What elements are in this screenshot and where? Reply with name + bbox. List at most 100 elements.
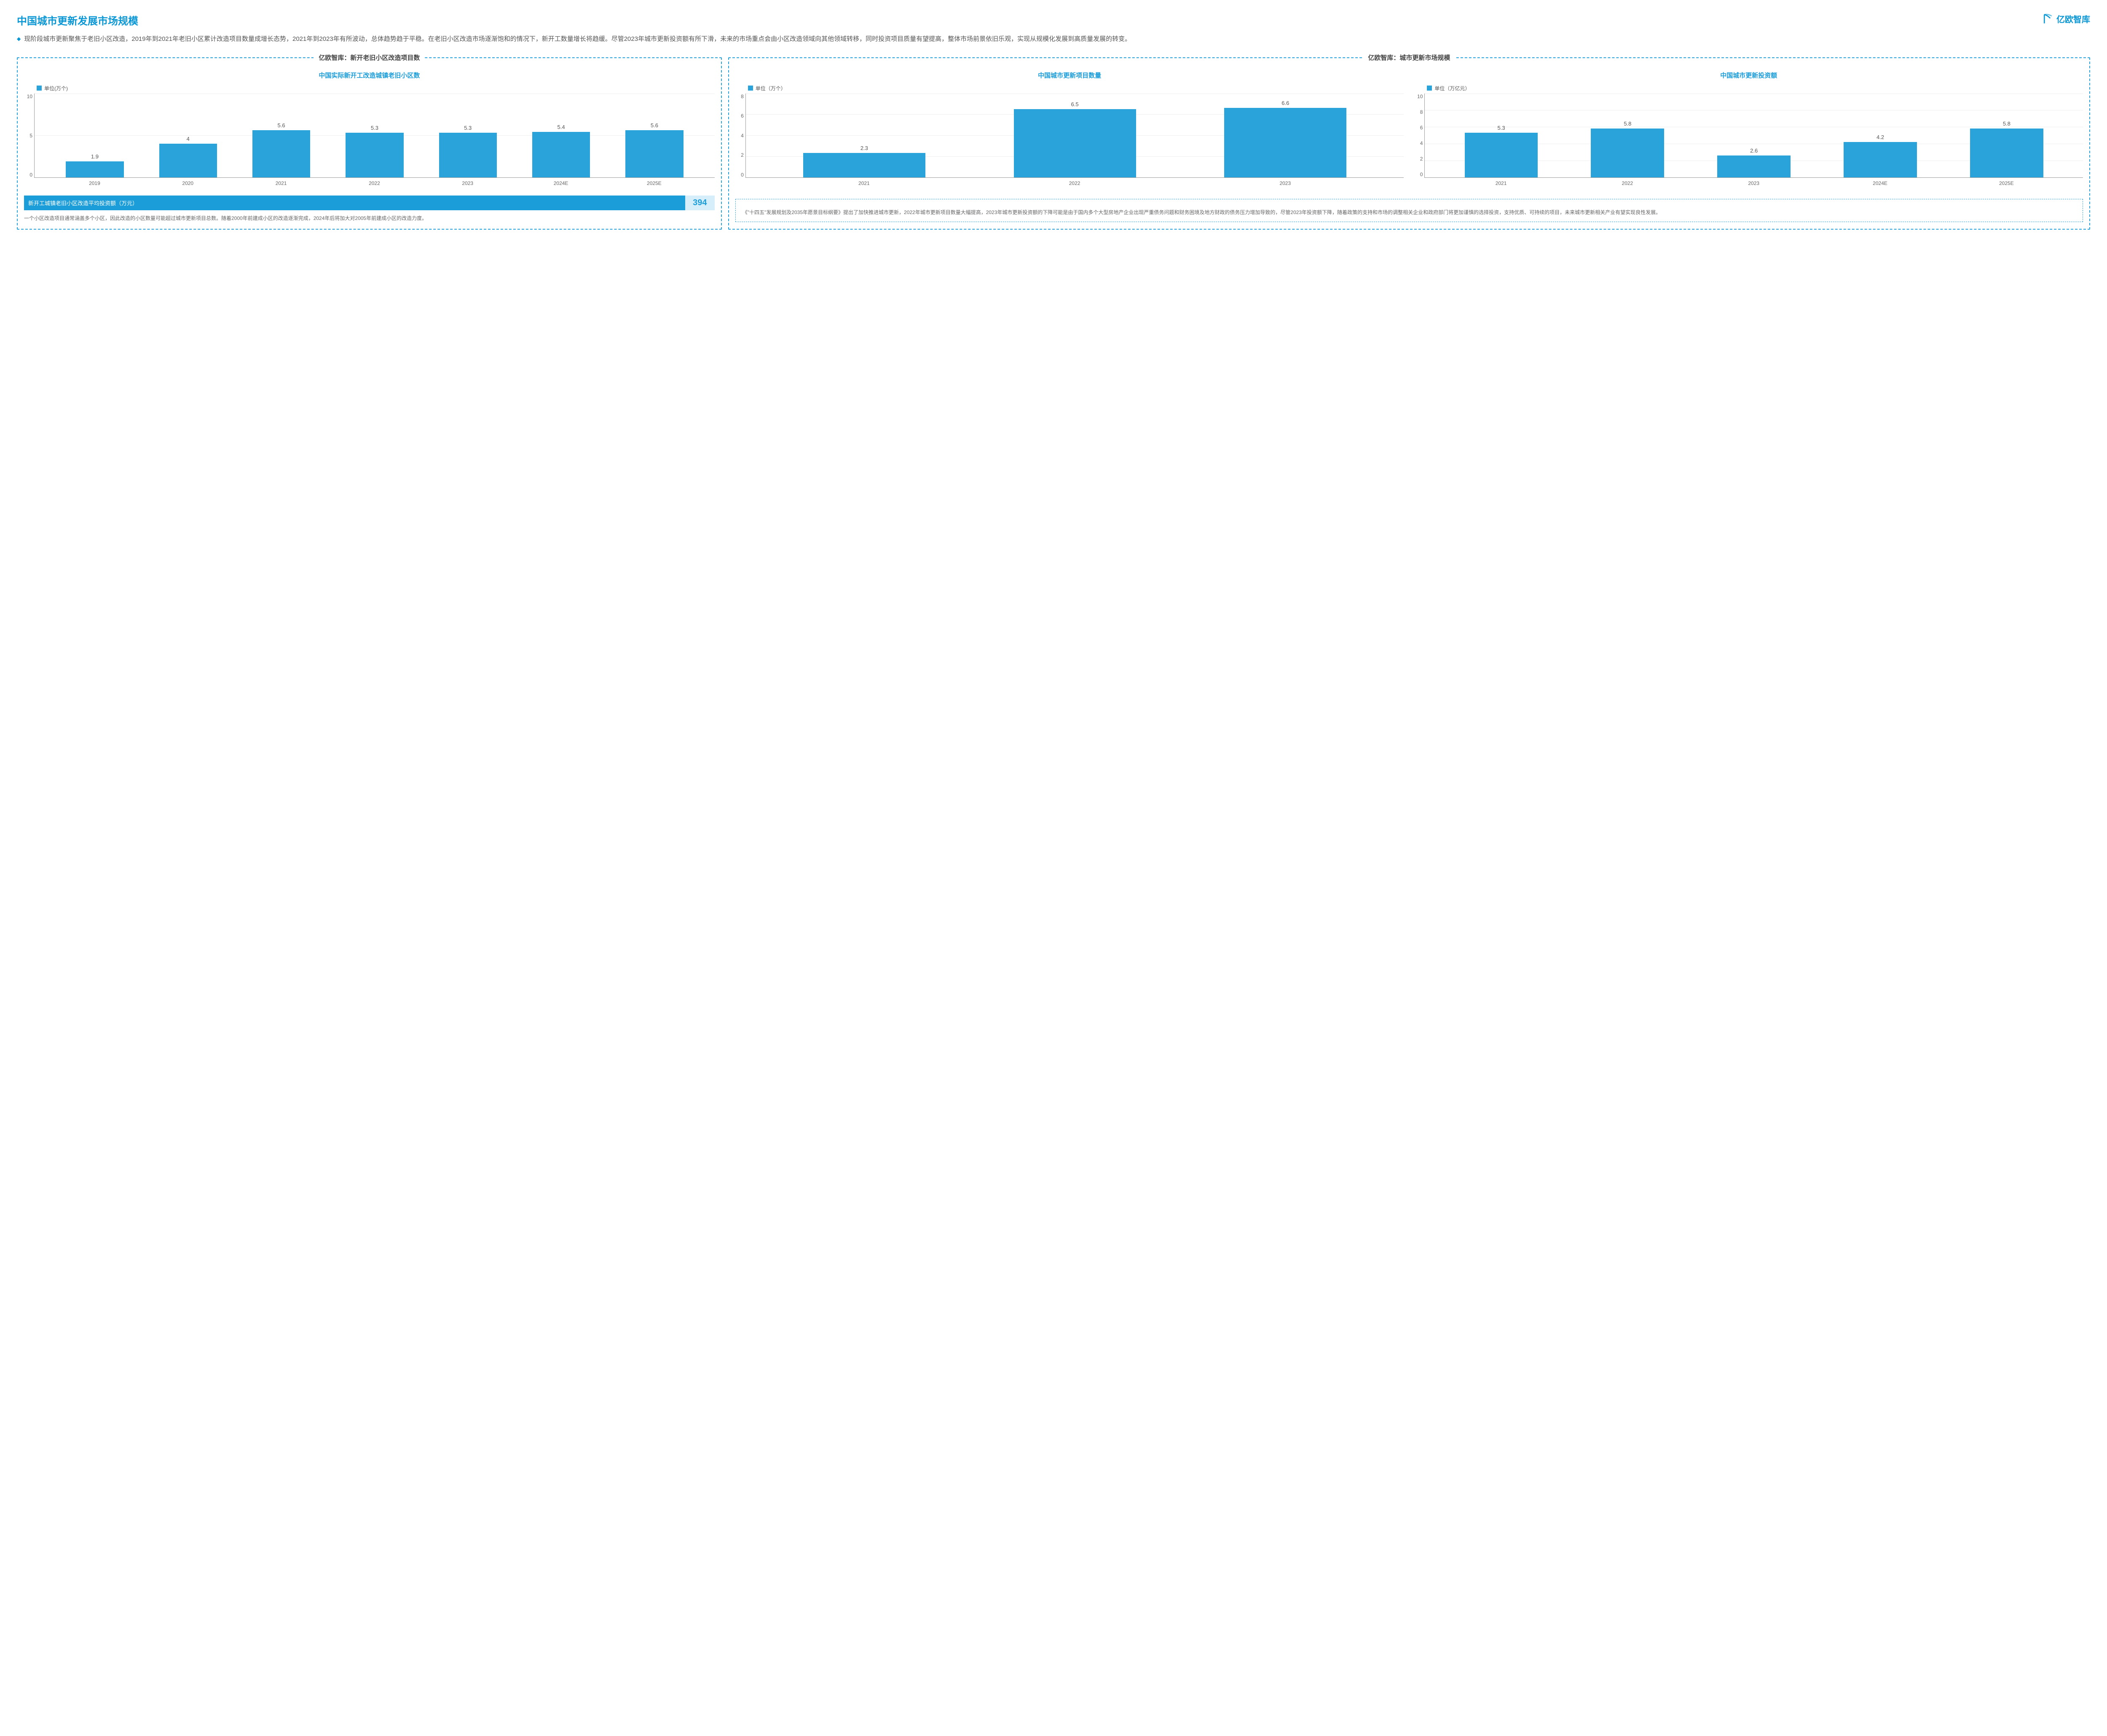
bar: 4: [142, 94, 235, 177]
y-tick: 10: [27, 94, 32, 99]
right-note: 《"十四五"发展规划及2035年愿景目标纲要》提出了加快推进城市更新，2022年…: [743, 209, 2076, 217]
bar-rect: [159, 144, 217, 177]
page-title: 中国城市更新发展市场规模: [17, 13, 138, 27]
y-tick: 4: [1420, 140, 1423, 146]
bar-rect: [252, 130, 310, 177]
bar-rect: [625, 130, 683, 177]
y-tick: 4: [741, 133, 744, 139]
y-tick: 0: [1420, 171, 1423, 177]
chart-legend: 单位(万个): [37, 85, 715, 92]
bar: 5.3: [1438, 94, 1565, 177]
right-charts-row: 中国城市更新项目数量 单位（万个） 864202.36.56.620212022…: [735, 71, 2083, 190]
bar-value: 5.3: [464, 125, 472, 131]
chart-plot: 10864205.35.82.64.25.82021202220232024E2…: [1414, 94, 2083, 186]
bar-value: 6.6: [1281, 100, 1289, 106]
chart-legend: 单位（万亿元）: [1427, 85, 2083, 92]
x-tick: 2024E: [1817, 180, 1943, 186]
bar: 5.6: [608, 94, 701, 177]
bar: 4.2: [1817, 94, 1943, 177]
bar-value: 5.4: [558, 124, 565, 130]
chart-title: 中国城市更新项目数量: [735, 71, 1404, 80]
bar-rect: [532, 132, 590, 177]
y-tick: 5: [29, 133, 32, 139]
intro-block: ◆ 现阶段城市更新聚焦于老旧小区改造，2019年到2021年老旧小区累计改造项目…: [17, 34, 2090, 45]
y-tick: 6: [741, 113, 744, 119]
bar-value: 4: [187, 136, 190, 142]
bar: 5.3: [421, 94, 515, 177]
right-panel: 亿欧智库：城市更新市场规模 中国城市更新项目数量 单位（万个） 864202.3…: [728, 57, 2090, 230]
x-tick: 2021: [1438, 180, 1564, 186]
intro-text: 现阶段城市更新聚焦于老旧小区改造，2019年到2021年老旧小区累计改造项目数量…: [24, 34, 1131, 45]
bar: 5.8: [1943, 94, 2070, 177]
bar-value: 5.6: [651, 122, 658, 129]
chart-projects: 中国城市更新项目数量 单位（万个） 8 6 4 2 0 2.3 6.5 6.6 20212022…: [735, 71, 1404, 186]
bar-rect: [1465, 133, 1538, 177]
legend-swatch: [37, 86, 42, 91]
right-note-box: 《"十四五"发展规划及2035年愿景目标纲要》提出了加快推进城市更新，2022年…: [735, 199, 2083, 222]
chart-communities: 中国实际新开工改造城镇老旧小区数 单位(万个) 10501.945.65.35.…: [24, 71, 715, 186]
stat-label: 新开工城镇老旧小区改造平均投资额（万元）: [24, 196, 685, 210]
chart-title: 中国城市更新投资额: [1414, 71, 2083, 80]
legend-text: 单位（万亿元）: [1434, 85, 1470, 92]
bar-value: 5.3: [1498, 125, 1505, 131]
chart-plot: 8 6 4 2 0 2.3 6.5 6.6 202120222023: [735, 94, 1404, 186]
bar-rect: [803, 153, 925, 177]
y-tick: 10: [1417, 94, 1423, 99]
logo-icon: [2042, 13, 2054, 25]
bar-rect: [1014, 109, 1136, 177]
brand-logo: 亿欧智库: [2042, 13, 2090, 25]
x-tick: 2019: [48, 180, 141, 186]
chart-title: 中国实际新开工改造城镇老旧小区数: [24, 71, 715, 80]
logo-text: 亿欧智库: [2056, 13, 2090, 25]
legend-swatch: [1427, 86, 1432, 91]
x-tick: 2023: [421, 180, 514, 186]
bar-rect: [346, 133, 403, 177]
bar: 2.6: [1691, 94, 1817, 177]
bar-rect: [439, 133, 497, 177]
y-tick: 0: [741, 172, 744, 178]
bar-rect: [1717, 155, 1791, 177]
header: 中国城市更新发展市场规模 亿欧智库: [17, 13, 2090, 27]
bar: 5.4: [515, 94, 608, 177]
y-tick: 2: [741, 152, 744, 158]
right-panel-label: 亿欧智库：城市更新市场规模: [1363, 53, 1455, 62]
x-tick: 2023: [1691, 180, 1817, 186]
chart-legend: 单位（万个）: [748, 85, 1404, 92]
bar: 1.9: [48, 94, 141, 177]
x-tick: 2022: [969, 180, 1180, 186]
bar-rect: [1970, 129, 2043, 177]
x-tick: 2022: [328, 180, 421, 186]
legend-swatch: [748, 86, 753, 91]
bar-value: 2.3: [860, 145, 868, 151]
bar-value: 5.8: [1624, 121, 1631, 127]
left-note: 一个小区改造项目通常涵盖多个小区，因此改造的小区数量可能超过城市更新项目总数。随…: [24, 214, 715, 222]
y-tick: 2: [1420, 156, 1423, 162]
bullet-icon: ◆: [17, 34, 21, 44]
x-tick: 2025E: [1943, 180, 2069, 186]
bar-value: 5.3: [371, 125, 378, 131]
y-tick: 8: [741, 94, 744, 99]
bar: 5.3: [328, 94, 421, 177]
bar-value: 6.5: [1071, 101, 1079, 107]
bar-rect: [1844, 142, 1917, 177]
bar: 2.3: [759, 94, 970, 177]
x-tick: 2023: [1180, 180, 1391, 186]
x-tick: 2025E: [608, 180, 701, 186]
left-panel-label: 亿欧智库：新开老旧小区改造项目数: [314, 53, 425, 62]
x-tick: 2021: [759, 180, 970, 186]
bar-value: 1.9: [91, 153, 99, 160]
bar-rect: [66, 161, 123, 177]
chart-investment: 中国城市更新投资额 单位（万亿元） 10864205.35.82.64.25.8…: [1414, 71, 2083, 186]
bar: 5.6: [235, 94, 328, 177]
x-tick: 2021: [234, 180, 327, 186]
x-tick: 2022: [1564, 180, 1691, 186]
left-panel: 亿欧智库：新开老旧小区改造项目数 中国实际新开工改造城镇老旧小区数 单位(万个)…: [17, 57, 722, 230]
panels-row: 亿欧智库：新开老旧小区改造项目数 中国实际新开工改造城镇老旧小区数 单位(万个)…: [17, 57, 2090, 230]
stat-value: 394: [685, 196, 715, 210]
x-tick: 2020: [141, 180, 234, 186]
legend-text: 单位（万个）: [756, 85, 786, 92]
legend-text: 单位(万个): [44, 85, 68, 92]
bar-rect: [1591, 129, 1664, 177]
bar: 6.6: [1180, 94, 1391, 177]
stat-row: 新开工城镇老旧小区改造平均投资额（万元） 394: [24, 196, 715, 210]
